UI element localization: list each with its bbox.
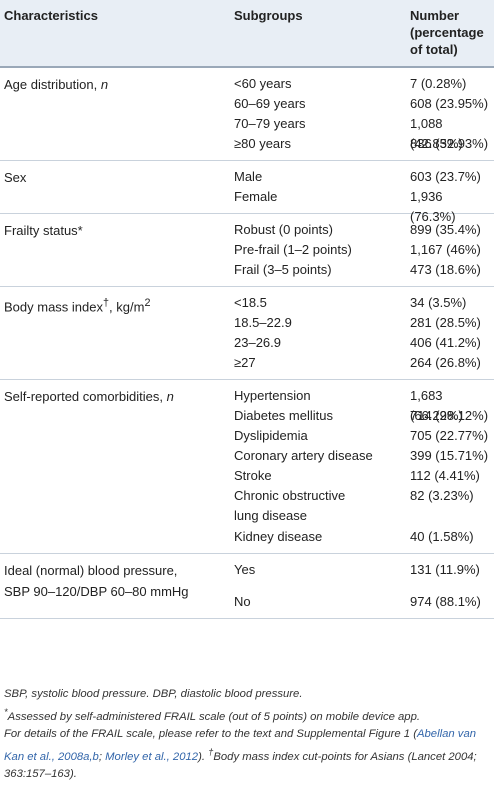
group-blood-pressure: Ideal (normal) blood pressure, SBP 90–12… <box>0 554 494 619</box>
citation-link-morley[interactable]: Morley et al., 2012 <box>105 750 199 763</box>
number-list: 899 (35.4%) 1,167 (46%) 473 (18.6%) <box>410 222 481 277</box>
table-footnotes: SBP, systolic blood pressure. DBP, diast… <box>4 686 490 783</box>
subgroup-list: Robust (0 points) Pre-frail (1–2 points)… <box>234 222 352 277</box>
footnote-details: For details of the FRAIL scale, please r… <box>4 727 477 780</box>
table-row: Ideal (normal) blood pressure, SBP 90–12… <box>0 554 494 619</box>
footnote-abbreviations: SBP, systolic blood pressure. DBP, diast… <box>4 688 303 700</box>
group-frailty: Frailty status* Robust (0 points) Pre-fr… <box>0 214 494 287</box>
group-label: Body mass index†, kg/m2 <box>4 297 151 315</box>
number-list: 603 (23.7%) 1,936 (76.3%) <box>410 169 481 224</box>
group-label: Age distribution, n <box>4 77 109 92</box>
subgroup-list: <60 years 60–69 years 70–79 years ≥80 ye… <box>234 76 306 151</box>
group-age: Age distribution, n <60 years 60–69 year… <box>0 67 494 161</box>
characteristics-table: Characteristics Subgroups Number (percen… <box>0 0 494 619</box>
header-number: Number (percentage of total) <box>402 0 494 68</box>
table-header-row: Characteristics Subgroups Number (percen… <box>0 0 494 68</box>
subgroup-list: Hypertension Diabetes mellitus Dyslipide… <box>234 388 373 544</box>
header-subgroups: Subgroups <box>226 0 402 68</box>
group-label: Sex <box>4 170 27 185</box>
header-characteristics: Characteristics <box>0 0 226 68</box>
group-bmi: Body mass index†, kg/m2 <18.5 18.5–22.9 … <box>0 287 494 380</box>
subgroup-list: <18.5 18.5–22.9 23–26.9 ≥27 <box>234 295 292 370</box>
table-row: Age distribution, n <60 years 60–69 year… <box>0 67 494 161</box>
number-list: 34 (3.5%) 281 (28.5%) 406 (41.2%) 264 (2… <box>410 295 481 370</box>
table-row: Self-reported comorbidities, n Hypertens… <box>0 380 494 554</box>
group-comorbidities: Self-reported comorbidities, n Hypertens… <box>0 380 494 554</box>
subgroup-list: Male Female <box>234 169 278 204</box>
group-label: Frailty status* <box>4 223 83 238</box>
footnote-frail: *Assessed by self-administered FRAIL sca… <box>4 706 421 723</box>
number-list: 7 (0.28%) 608 (23.95%) 1,088 (42.85%) 83… <box>410 76 489 151</box>
subgroup-list: Yes No <box>234 562 256 609</box>
citation-link-abellan[interactable]: Abellan van Kan et al., 2008a,b <box>4 727 477 763</box>
table-row: Sex Male Female 603 (23.7%) 1,936 (76.3%… <box>0 161 494 224</box>
number-list: 1,683 (66.29%) 714 (28.12%) 705 (22.77%)… <box>410 388 489 544</box>
table-row: Body mass index†, kg/m2 <18.5 18.5–22.9 … <box>0 287 494 380</box>
number-list: 131 (11.9%) 974 (88.1%) <box>410 562 481 609</box>
group-label: Ideal (normal) blood pressure, SBP 90–12… <box>4 563 189 599</box>
table-row: Frailty status* Robust (0 points) Pre-fr… <box>0 214 494 287</box>
group-sex: Sex Male Female 603 (23.7%) 1,936 (76.3%… <box>0 161 494 224</box>
group-label: Self-reported comorbidities, n <box>4 389 174 404</box>
